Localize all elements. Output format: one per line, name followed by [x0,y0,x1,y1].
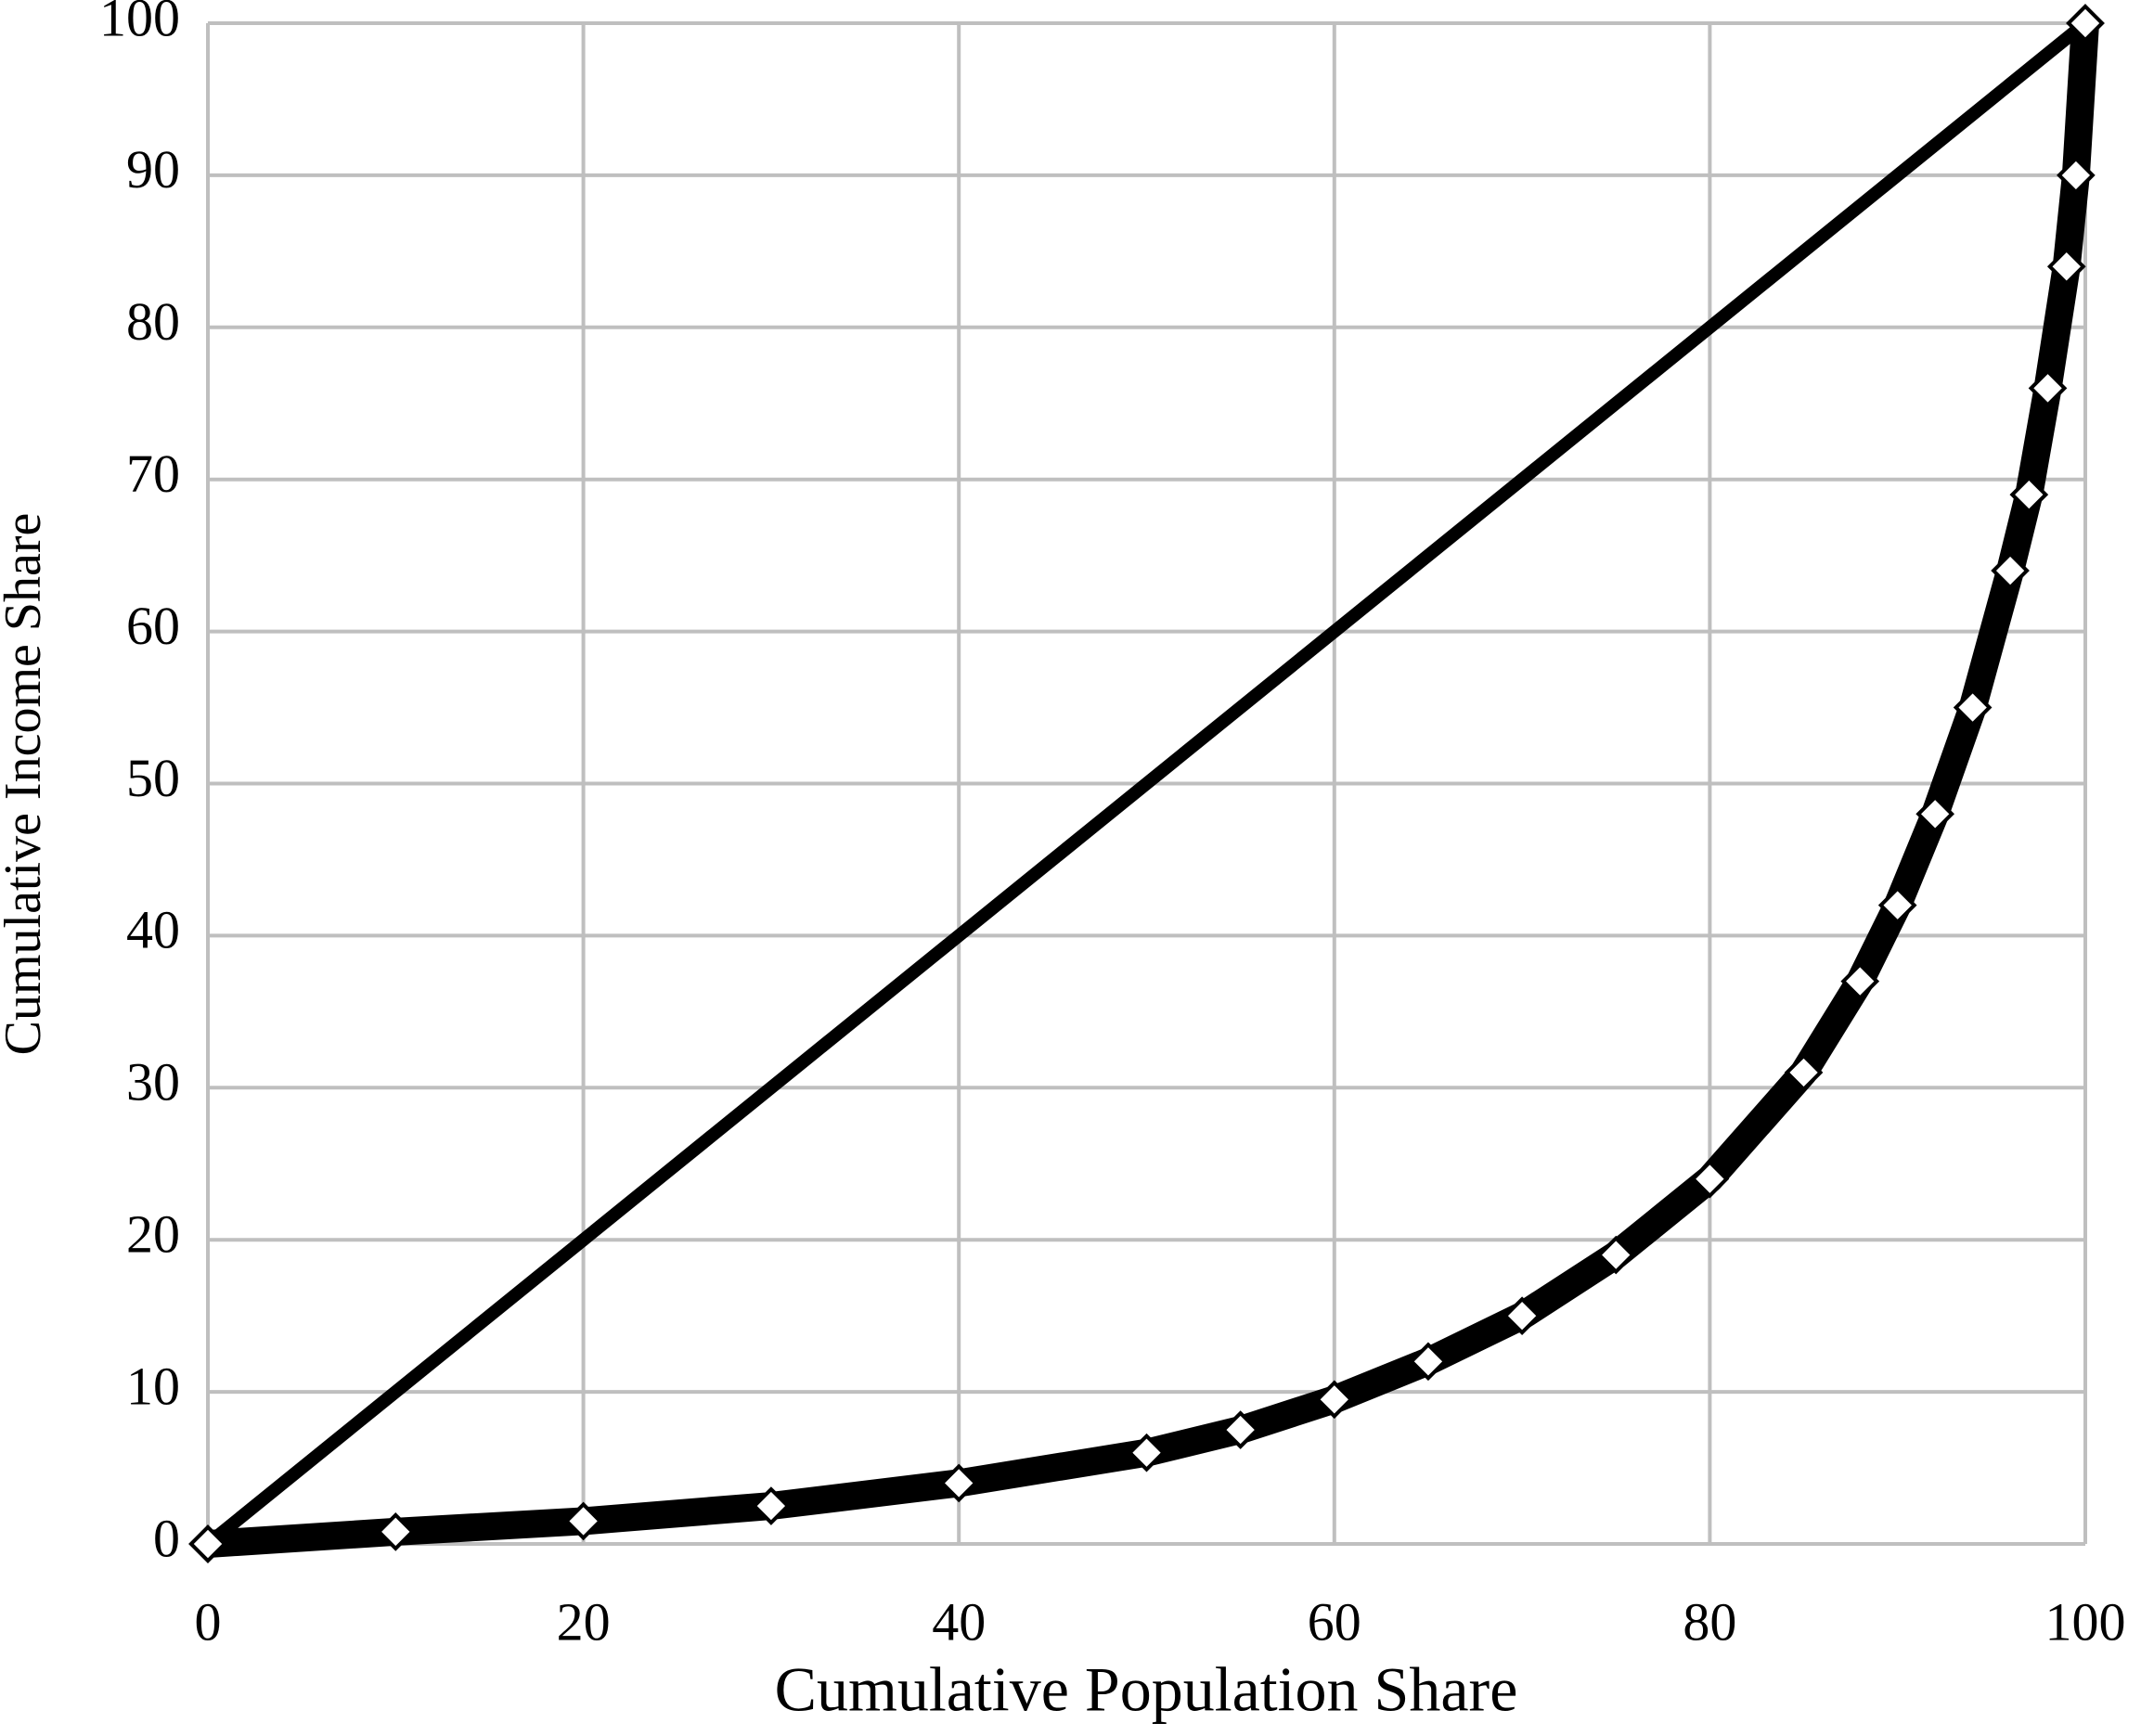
data-point [1503,1296,1541,1335]
data-point [1596,1235,1636,1275]
data-point [1840,961,1880,1001]
y-tick-label: 40 [126,900,180,960]
y-tick-label: 90 [126,139,180,199]
x-tick-label: 0 [195,1591,222,1652]
y-tick-label: 60 [126,596,180,656]
data-point [2066,4,2105,43]
data-point [1409,1342,1448,1382]
data-point [1877,885,1917,925]
x-tick-label: 100 [2045,1591,2126,1652]
y-tick-label: 70 [126,444,180,504]
data-point [1314,1380,1354,1420]
data-point [939,1463,979,1503]
x-tick-label: 20 [557,1591,611,1652]
data-point [563,1501,603,1541]
data-point [1690,1159,1730,1199]
data-point [376,1512,416,1551]
data-point [2046,247,2086,287]
data-point [1784,1053,1824,1092]
y-axis-title: Cumulative Income Share [0,513,52,1056]
data-point [2009,475,2049,514]
data-point [752,1486,791,1525]
x-axis-title: Cumulative Population Share [775,1654,1518,1725]
data-point [1220,1410,1260,1449]
data-point [188,1524,227,1563]
series-line [203,18,2090,1550]
y-tick-label: 80 [126,291,180,352]
data-point [1953,688,1993,727]
data-point [2028,368,2068,408]
data-point [1127,1433,1167,1472]
y-tick-label: 20 [126,1204,180,1265]
y-tick-label: 30 [126,1052,180,1112]
data-point [1915,794,1954,834]
data-point [2057,156,2096,195]
y-tick-label: 50 [126,748,180,808]
x-tick-label: 80 [1683,1591,1736,1652]
x-tick-label: 40 [932,1591,986,1652]
data-point [1991,551,2030,590]
y-tick-label: 10 [126,1356,180,1416]
y-tick-label: 0 [153,1508,180,1568]
x-tick-label: 60 [1308,1591,1361,1652]
y-tick-label: 100 [99,0,180,47]
